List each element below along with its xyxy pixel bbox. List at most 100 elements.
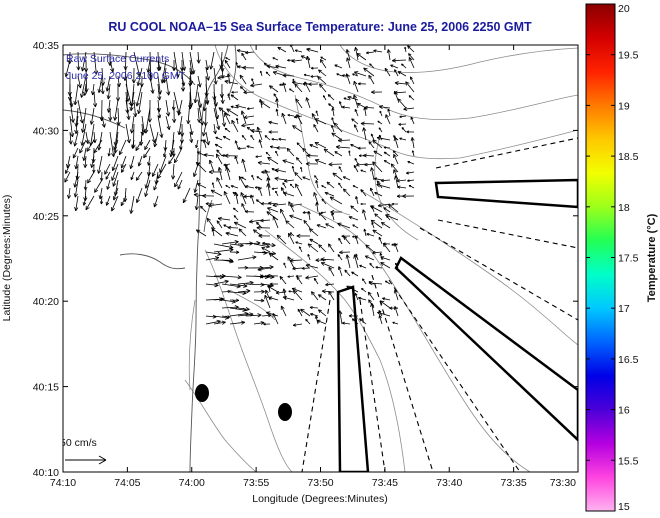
current-vector — [268, 130, 279, 134]
current-vector — [109, 131, 116, 157]
current-vector — [118, 139, 127, 156]
current-vector — [240, 110, 247, 125]
current-vector — [224, 59, 231, 69]
current-vector — [234, 140, 239, 149]
current-vector — [261, 265, 274, 270]
current-vector — [287, 275, 295, 278]
y-tick-label: 40:35 — [33, 40, 59, 52]
current-vector — [286, 147, 295, 157]
current-vector — [200, 205, 207, 213]
current-vector — [354, 235, 359, 245]
current-vector — [372, 161, 383, 173]
current-vector — [288, 201, 295, 213]
current-vector — [332, 172, 343, 181]
current-vector — [306, 153, 319, 158]
current-vector — [259, 70, 263, 77]
current-vector — [368, 141, 375, 149]
current-vector — [76, 51, 81, 71]
current-vector — [370, 205, 383, 213]
current-vector — [216, 149, 223, 157]
current-vector — [303, 73, 311, 77]
current-vector — [73, 131, 79, 147]
current-vector — [329, 196, 343, 205]
y-tick-label: 40:30 — [33, 125, 59, 137]
current-vector — [366, 232, 375, 237]
current-vector — [256, 176, 263, 181]
current-vector — [223, 191, 231, 205]
current-vector — [181, 75, 186, 87]
current-vector — [234, 155, 239, 165]
current-vector — [305, 263, 319, 269]
current-vector — [239, 86, 247, 93]
current-vector — [241, 52, 247, 61]
current-vector — [116, 107, 121, 126]
current-vector — [282, 191, 295, 197]
current-vector — [373, 49, 383, 53]
colorbar — [585, 3, 616, 512]
current-vector — [314, 118, 327, 125]
current-vector — [157, 83, 162, 101]
current-vector — [272, 57, 279, 61]
current-vector — [309, 238, 319, 245]
current-vector — [213, 67, 218, 85]
current-vector — [328, 291, 335, 301]
current-vector — [111, 163, 119, 181]
current-vector — [153, 179, 159, 191]
current-vector — [315, 202, 319, 213]
current-vector — [345, 49, 351, 61]
current-vector — [275, 150, 279, 157]
current-vector — [347, 95, 359, 101]
current-vector — [406, 130, 415, 134]
current-vector — [309, 144, 319, 149]
y-tick-label: 40:20 — [33, 296, 59, 308]
current-vector — [224, 127, 231, 133]
current-vector — [308, 82, 319, 86]
current-vector — [222, 135, 231, 141]
current-vector — [221, 289, 231, 294]
current-vector — [364, 162, 375, 167]
current-vector — [177, 115, 183, 136]
current-vector — [256, 126, 263, 141]
current-vector — [378, 315, 383, 325]
current-vector — [342, 321, 351, 325]
current-vector — [403, 106, 415, 111]
current-vector — [157, 115, 164, 138]
current-vector — [135, 139, 143, 151]
current-vector — [321, 289, 335, 294]
current-vector — [407, 160, 415, 165]
current-vector — [360, 121, 375, 126]
current-vector — [294, 83, 303, 93]
current-vector — [379, 105, 391, 110]
current-vector — [352, 73, 359, 77]
current-vector — [241, 134, 247, 141]
plot-area — [63, 45, 578, 472]
current-vector — [253, 298, 265, 303]
current-vector — [288, 232, 295, 245]
current-vector — [362, 127, 367, 141]
current-vector — [334, 151, 343, 157]
raw-currents-time: June 25, 2006 2100 GMT — [66, 70, 186, 82]
current-vector — [244, 209, 255, 214]
current-vector — [291, 58, 303, 63]
current-vector — [250, 194, 255, 205]
y-axis-ticks: 40:35 40:30 40:25 40:20 40:15 40:10 — [33, 40, 578, 479]
current-vector — [409, 76, 415, 85]
current-vector — [351, 118, 359, 125]
current-vector — [321, 198, 327, 205]
current-vector — [215, 153, 223, 165]
current-vector — [302, 176, 311, 181]
current-vector — [232, 191, 239, 197]
current-vector — [266, 273, 279, 278]
ambrose-channel-lane — [434, 178, 578, 209]
current-vector — [157, 163, 167, 179]
current-vector — [165, 99, 171, 117]
current-vector — [325, 282, 335, 287]
current-vector — [280, 208, 287, 221]
current-vector — [402, 194, 415, 199]
current-vector — [372, 229, 383, 237]
current-vector — [264, 169, 271, 181]
current-vector — [278, 137, 287, 141]
current-vector — [74, 195, 79, 212]
current-vector — [125, 99, 131, 120]
current-vector — [354, 108, 359, 117]
